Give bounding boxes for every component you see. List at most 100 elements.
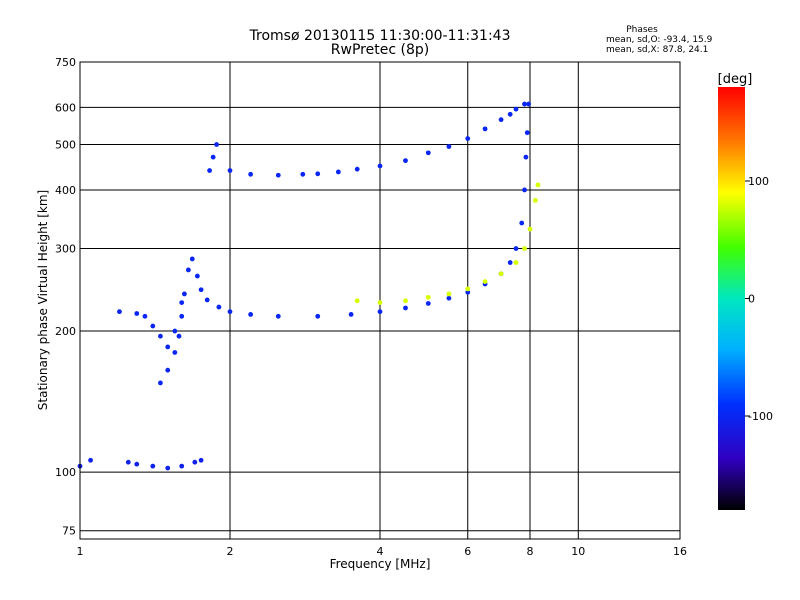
colorbar-ticks: 100 0 -100	[745, 175, 773, 423]
chart-subtitle: RwPretec (8p)	[331, 42, 429, 58]
data-point	[134, 311, 140, 316]
data-point	[482, 126, 488, 132]
data-point	[198, 457, 204, 463]
data-point	[192, 459, 198, 465]
data-point	[524, 130, 530, 136]
data-point	[535, 182, 541, 188]
grid	[80, 62, 680, 539]
data-point	[348, 312, 354, 317]
data-point	[354, 166, 360, 172]
x-tick-label: 10	[571, 545, 585, 558]
data-point	[377, 300, 383, 305]
data-point	[134, 461, 140, 467]
data-point	[315, 313, 321, 319]
data-point	[176, 333, 182, 339]
x-tick-label: 6	[464, 545, 471, 558]
data-point	[507, 260, 513, 265]
data-point	[214, 142, 220, 147]
y-tick-label: 400	[55, 184, 76, 197]
data-point	[275, 313, 281, 319]
x-tick-label: 1	[77, 545, 84, 558]
data-point	[179, 463, 185, 469]
stats-o-mode: mean, sd,O: -93.4, 15.9	[606, 35, 713, 45]
data-point	[403, 305, 408, 311]
data-point	[179, 313, 185, 319]
data-point	[210, 154, 216, 160]
data-point	[248, 171, 254, 177]
data-point	[446, 144, 452, 149]
data-point	[513, 106, 519, 112]
data-point	[181, 291, 187, 297]
data-point	[522, 246, 527, 251]
data-point	[507, 111, 513, 117]
y-tick-label: 200	[55, 325, 76, 338]
data-point	[315, 171, 321, 177]
y-tick-label: 500	[55, 139, 76, 152]
data-point	[204, 297, 210, 303]
data-points	[77, 101, 541, 471]
data-point	[227, 168, 233, 173]
colorbar-tick-label: -100	[748, 410, 773, 423]
data-point	[425, 150, 431, 156]
data-point	[142, 313, 148, 319]
data-point	[172, 350, 178, 355]
data-point	[377, 163, 383, 169]
colorbar-label: [deg]	[718, 72, 753, 87]
data-point	[532, 197, 538, 203]
data-point	[354, 298, 360, 304]
data-point	[446, 295, 452, 301]
data-point	[275, 172, 281, 178]
y-tick-label: 75	[62, 525, 76, 538]
data-point	[300, 171, 306, 177]
data-point	[513, 260, 519, 265]
data-point	[465, 136, 471, 141]
plot-frame	[79, 61, 681, 540]
stats-x-mode: mean, sd,X: 87.8, 24.1	[606, 45, 708, 55]
data-point	[150, 463, 156, 469]
data-point	[527, 226, 533, 232]
colorbar-tick-label: 100	[748, 175, 769, 188]
data-point	[425, 294, 431, 300]
data-point	[526, 101, 532, 107]
x-tick-label: 16	[673, 545, 687, 558]
data-point	[185, 267, 191, 273]
colorbar-tick-label: 0	[748, 293, 755, 306]
data-point	[227, 309, 233, 315]
data-point	[216, 304, 222, 310]
x-tick-label: 2	[227, 545, 234, 558]
data-point	[446, 291, 452, 297]
data-point	[198, 287, 204, 293]
y-tick-label: 600	[55, 101, 76, 114]
data-point	[158, 333, 163, 339]
x-axis-label: Frequency [MHz]	[330, 557, 431, 571]
data-point	[165, 465, 171, 471]
y-tick-label: 300	[55, 243, 76, 256]
data-point	[403, 158, 408, 164]
data-point	[465, 286, 471, 292]
stats-heading: Phases	[626, 25, 658, 35]
data-point	[248, 312, 254, 317]
data-point	[522, 187, 527, 193]
data-point	[482, 279, 488, 284]
y-tick-label: 100	[55, 466, 76, 479]
data-point	[425, 301, 431, 306]
y-axis-label: Stationary phase Virtual Height [km]	[36, 190, 50, 410]
data-point	[335, 169, 341, 175]
data-point	[498, 271, 504, 277]
data-point	[403, 298, 408, 304]
data-point	[125, 459, 131, 465]
data-point	[88, 457, 93, 463]
colorbar	[718, 87, 745, 510]
data-point	[150, 323, 156, 329]
x-tick-label: 4	[377, 545, 384, 558]
data-point	[165, 367, 171, 373]
data-point	[189, 256, 195, 262]
data-point	[158, 380, 163, 386]
axis-ticks: 1 2 4 6 8 10 16 75 100 200 300 400 500 600 750	[55, 56, 687, 558]
data-point	[498, 117, 504, 123]
data-point	[179, 300, 185, 305]
data-point	[522, 101, 527, 107]
x-tick-label: 8	[527, 545, 534, 558]
